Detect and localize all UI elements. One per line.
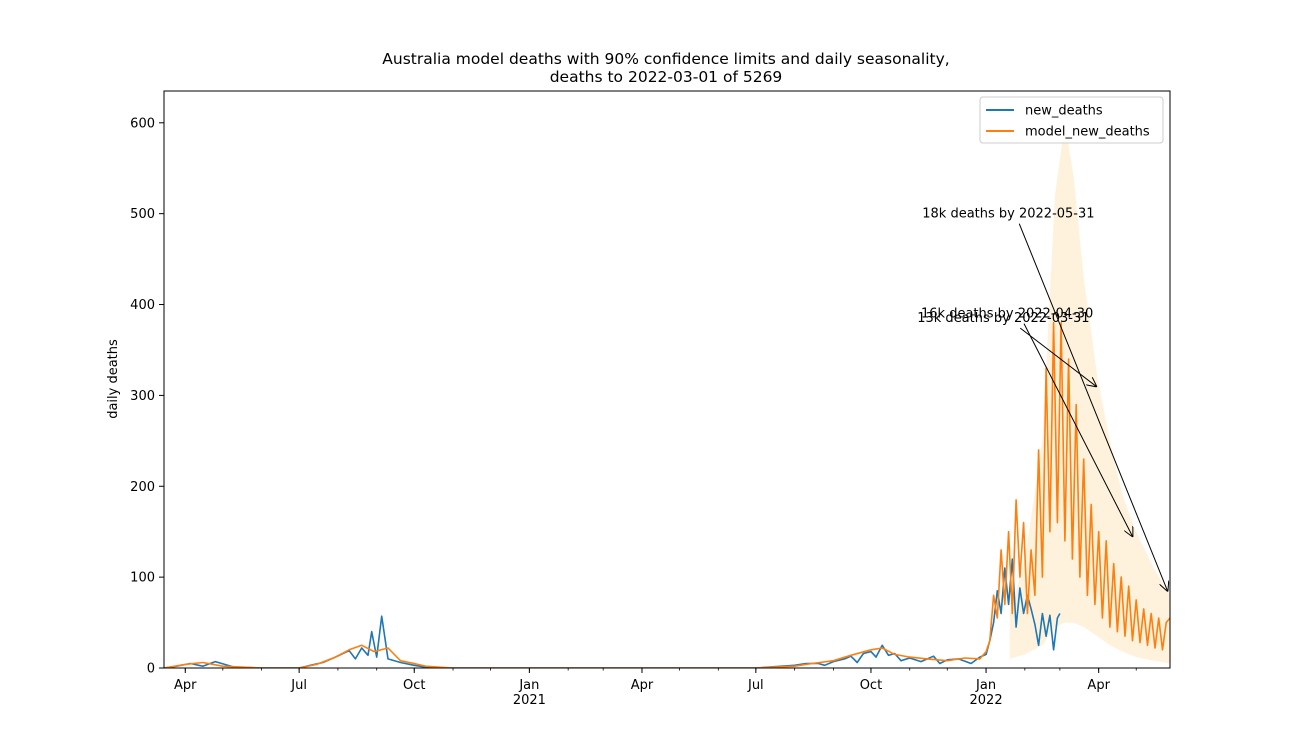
y-tick-label: 500 [130, 207, 155, 222]
x-tick-label: Oct [403, 678, 425, 693]
x-tick-label: Apr [1087, 678, 1110, 693]
y-tick-label: 300 [130, 389, 155, 404]
annotation-arrow-1 [1018, 223, 1167, 591]
y-tick-label: 400 [130, 298, 155, 313]
y-tick-label: 600 [130, 116, 155, 131]
y-axis-label: daily deaths [106, 339, 121, 419]
x-tick-label: Apr [174, 678, 197, 693]
x-tick-label: Jul [290, 678, 307, 693]
plot-frame [163, 90, 1171, 669]
series-line-new-deaths [164, 558, 1061, 668]
legend-label-model-new-deaths: model_new_deaths [1025, 125, 1150, 140]
x-tick-label: Jul [747, 678, 764, 693]
x-tick-label: Apr [631, 678, 654, 693]
chart-legend: new_deaths model_new_deaths [979, 96, 1164, 144]
x-tick-label: Jan [518, 678, 539, 693]
annotation-text-2: 16k deaths by 2022-04-30 [921, 307, 1093, 322]
annotation-arrow-2 [1023, 323, 1132, 537]
x-tick-year-label: 2021 [513, 693, 546, 708]
annotation-text-1: 18k deaths by 2022-05-31 [922, 207, 1094, 222]
x-tick-year-label: 2022 [970, 693, 1003, 708]
x-tick-label: Oct [860, 678, 882, 693]
x-tick-label: Jan [975, 678, 996, 693]
chart-title-line-1: Australia model deaths with 90% confiden… [382, 50, 949, 68]
y-tick-label: 0 [147, 662, 155, 677]
legend-label-new-deaths: new_deaths [1025, 104, 1103, 119]
annotation-text-3: 13k deaths by 2022-03-31 [917, 311, 1089, 326]
series-line-model-new-deaths [164, 321, 1170, 668]
annotation-arrow-3 [1019, 327, 1096, 386]
plot-contents [164, 122, 1170, 668]
y-tick-label: 200 [130, 480, 155, 495]
y-tick-label: 100 [130, 571, 155, 586]
legend-box [979, 96, 1164, 144]
chart-title-line-2: deaths to 2022-03-01 of 5269 [550, 68, 783, 86]
